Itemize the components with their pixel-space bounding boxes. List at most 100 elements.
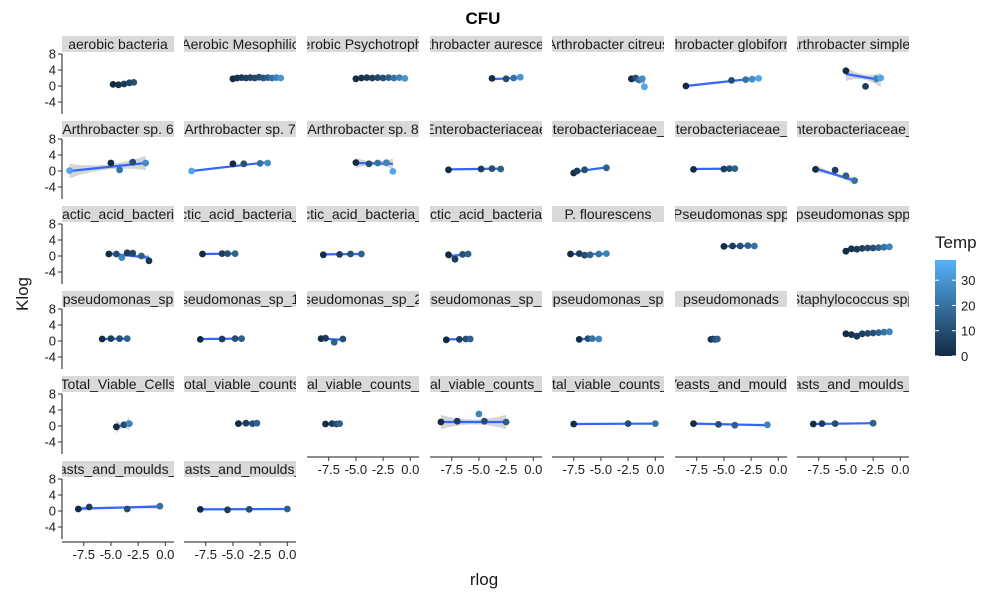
data-point bbox=[488, 165, 496, 173]
y-tick-label: 4 bbox=[49, 233, 56, 248]
trend-line bbox=[693, 422, 768, 427]
data-point bbox=[385, 74, 392, 81]
data-point bbox=[390, 74, 398, 82]
facet-panel: Lactic_acid_bacteria_20 bbox=[307, 206, 419, 259]
facet-panel: Lactic_acid_bacteria_5 bbox=[414, 206, 557, 263]
facet-panel: Enterobacteriaceae_15 bbox=[536, 121, 681, 177]
facet-strip-label: total_viable_counts bbox=[180, 376, 300, 392]
data-point bbox=[109, 81, 117, 88]
facet-strip bbox=[552, 121, 664, 137]
y-tick-label: -4 bbox=[44, 265, 56, 280]
legend-tick-label: 20 bbox=[961, 298, 975, 313]
data-point bbox=[264, 159, 272, 167]
data-point bbox=[475, 410, 483, 418]
facet-strip bbox=[797, 376, 909, 392]
data-point bbox=[130, 79, 138, 86]
facet-strip-label: Arthrobacter globiformis bbox=[657, 36, 806, 52]
y-tick-label: 8 bbox=[49, 132, 56, 147]
facet-panel: Arthrobacter citreus bbox=[552, 36, 664, 91]
data-point bbox=[98, 335, 106, 343]
facet-strip bbox=[675, 206, 787, 222]
data-point bbox=[842, 330, 850, 338]
data-point bbox=[116, 166, 123, 174]
facet-strip-label: Enterobacteriaceae_15 bbox=[536, 121, 681, 137]
data-point bbox=[129, 158, 137, 166]
data-point bbox=[842, 67, 850, 75]
data-point bbox=[218, 250, 226, 257]
legend-title: Temp bbox=[935, 233, 977, 252]
facet-panel: Yeasts_and_moulds -7.5 -5.0 -2.5 0.0 bbox=[675, 376, 787, 477]
data-point bbox=[125, 420, 133, 427]
data-point bbox=[875, 329, 882, 336]
data-point bbox=[113, 250, 120, 258]
data-point bbox=[477, 165, 485, 173]
facet-strip bbox=[797, 291, 909, 307]
data-point bbox=[66, 167, 73, 175]
data-point bbox=[374, 159, 382, 167]
y-tick-label: 0 bbox=[49, 249, 56, 264]
data-point bbox=[238, 335, 246, 342]
data-point bbox=[842, 247, 850, 255]
data-point bbox=[488, 75, 496, 82]
data-point bbox=[224, 250, 231, 257]
facet-panel: Arthrobacter aurescens bbox=[413, 36, 559, 83]
data-point bbox=[586, 251, 594, 259]
facet-strip bbox=[184, 376, 296, 392]
data-point bbox=[456, 336, 463, 343]
facet-panel: aerobic bacteria 840-4 bbox=[44, 36, 174, 114]
facet-panel: P. flourescens bbox=[552, 206, 664, 259]
data-point bbox=[188, 167, 196, 175]
data-point bbox=[831, 420, 839, 427]
facet-panel: pseudomonas_sp 840-4 bbox=[44, 291, 174, 369]
y-tick-label: 0 bbox=[49, 164, 56, 179]
data-point bbox=[728, 77, 735, 84]
data-point bbox=[196, 506, 204, 513]
facet-strip-label: total_viable_counts_5 bbox=[540, 376, 676, 392]
facet-panel: Aerobic Mesophilic bbox=[184, 36, 296, 83]
facet-strip bbox=[675, 291, 787, 307]
y-tick-label: 4 bbox=[49, 488, 56, 503]
y-tick-label: 4 bbox=[49, 148, 56, 163]
facet-strip bbox=[430, 36, 542, 52]
x-tick-label: -5.0 bbox=[345, 462, 367, 477]
data-point bbox=[277, 74, 285, 82]
data-point bbox=[875, 244, 882, 252]
data-point bbox=[869, 419, 877, 427]
facet-panel: total_viable_counts_15 -7.5 -5.0 -2.5 0.0 bbox=[307, 376, 419, 477]
data-point bbox=[588, 335, 596, 342]
facet-strip-label: pseudomonas_sp_5 bbox=[423, 291, 549, 307]
facet-panel: Enterobacteriaceae_20 bbox=[675, 121, 787, 173]
data-point bbox=[714, 335, 721, 343]
data-point bbox=[445, 251, 452, 259]
facet-panel: Arthrobacter globiformis bbox=[657, 36, 806, 90]
facet-strip-label: Lactic_acid_bacteria_5 bbox=[414, 206, 557, 222]
data-point bbox=[748, 75, 756, 83]
data-point bbox=[877, 74, 885, 82]
x-tick-label: -5.0 bbox=[222, 547, 244, 562]
data-point bbox=[107, 159, 115, 167]
legend-colorbar bbox=[935, 260, 956, 356]
data-point bbox=[123, 249, 131, 257]
facet-panel: pseudomonas_sp_20 bbox=[307, 291, 419, 346]
x-axis-title: rlog bbox=[470, 570, 498, 589]
facet-strip bbox=[430, 121, 542, 137]
data-point bbox=[581, 166, 588, 174]
data-point bbox=[690, 420, 697, 427]
y-tick-label: 4 bbox=[49, 63, 56, 78]
data-point bbox=[339, 335, 347, 343]
y-tick-label: -4 bbox=[44, 435, 56, 450]
data-point bbox=[812, 166, 819, 173]
facet-strip-label: aerobic bacteria bbox=[68, 36, 168, 52]
data-point bbox=[641, 83, 648, 91]
facet-panel: Arthrobacter sp. 7 bbox=[184, 121, 296, 175]
data-point bbox=[682, 82, 690, 90]
facet-strip bbox=[430, 291, 542, 307]
facet-panel: Total_Viable_Cells 840-4 bbox=[44, 376, 174, 454]
data-point bbox=[459, 251, 466, 258]
facet-panel: Arthrobacter sp. 8 bbox=[307, 121, 419, 175]
chart-title: CFU bbox=[466, 9, 501, 28]
facet-strip-label: Arthrobacter aurescens bbox=[413, 36, 559, 52]
legend-tick-label: 30 bbox=[961, 273, 975, 288]
